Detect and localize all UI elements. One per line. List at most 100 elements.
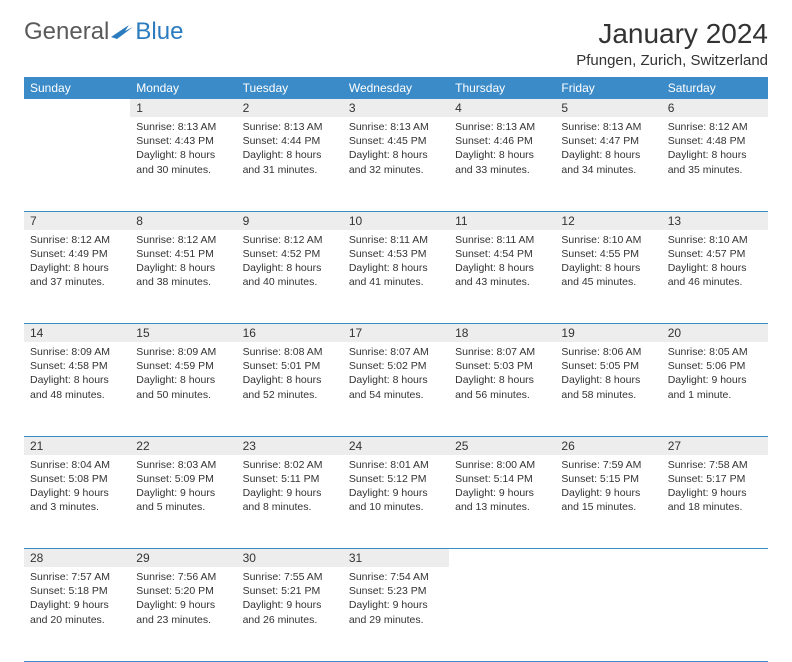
day-number-cell: 15 bbox=[130, 324, 236, 343]
day-number-cell: 12 bbox=[555, 211, 661, 230]
day-number-cell: 3 bbox=[343, 99, 449, 117]
logo-text-blue: Blue bbox=[135, 18, 183, 46]
day-content-cell: Sunrise: 8:13 AMSunset: 4:43 PMDaylight:… bbox=[130, 117, 236, 211]
day-content: Sunrise: 8:10 AMSunset: 4:57 PMDaylight:… bbox=[662, 230, 768, 296]
day-content-cell: Sunrise: 7:54 AMSunset: 5:23 PMDaylight:… bbox=[343, 567, 449, 661]
day-content-cell: Sunrise: 8:13 AMSunset: 4:47 PMDaylight:… bbox=[555, 117, 661, 211]
day-content-cell: Sunrise: 8:04 AMSunset: 5:08 PMDaylight:… bbox=[24, 455, 130, 549]
day-number: 9 bbox=[237, 212, 343, 230]
day-number-row: 78910111213 bbox=[24, 211, 768, 230]
weekday-header: Thursday bbox=[449, 77, 555, 99]
day-content: Sunrise: 8:04 AMSunset: 5:08 PMDaylight:… bbox=[24, 455, 130, 521]
day-number: 28 bbox=[24, 549, 130, 567]
day-number-cell bbox=[449, 549, 555, 568]
day-content-cell: Sunrise: 8:13 AMSunset: 4:45 PMDaylight:… bbox=[343, 117, 449, 211]
day-number bbox=[24, 99, 130, 117]
weekday-header: Sunday bbox=[24, 77, 130, 99]
day-content: Sunrise: 8:11 AMSunset: 4:53 PMDaylight:… bbox=[343, 230, 449, 296]
month-title: January 2024 bbox=[576, 18, 768, 50]
day-number-cell: 21 bbox=[24, 436, 130, 455]
day-number: 30 bbox=[237, 549, 343, 567]
day-content-cell: Sunrise: 8:12 AMSunset: 4:48 PMDaylight:… bbox=[662, 117, 768, 211]
day-number: 29 bbox=[130, 549, 236, 567]
day-content: Sunrise: 8:13 AMSunset: 4:43 PMDaylight:… bbox=[130, 117, 236, 183]
day-content-cell: Sunrise: 7:55 AMSunset: 5:21 PMDaylight:… bbox=[237, 567, 343, 661]
day-number-cell: 23 bbox=[237, 436, 343, 455]
day-content: Sunrise: 8:13 AMSunset: 4:45 PMDaylight:… bbox=[343, 117, 449, 183]
day-content-cell: Sunrise: 8:12 AMSunset: 4:49 PMDaylight:… bbox=[24, 230, 130, 324]
day-number: 14 bbox=[24, 324, 130, 342]
day-number-cell: 1 bbox=[130, 99, 236, 117]
day-content-row: Sunrise: 7:57 AMSunset: 5:18 PMDaylight:… bbox=[24, 567, 768, 661]
day-content-cell: Sunrise: 7:56 AMSunset: 5:20 PMDaylight:… bbox=[130, 567, 236, 661]
title-block: January 2024 Pfungen, Zurich, Switzerlan… bbox=[576, 18, 768, 69]
day-number: 11 bbox=[449, 212, 555, 230]
day-content: Sunrise: 7:56 AMSunset: 5:20 PMDaylight:… bbox=[130, 567, 236, 633]
logo: General Blue bbox=[24, 18, 183, 46]
day-content: Sunrise: 8:12 AMSunset: 4:48 PMDaylight:… bbox=[662, 117, 768, 183]
day-content: Sunrise: 8:06 AMSunset: 5:05 PMDaylight:… bbox=[555, 342, 661, 408]
day-number-row: 123456 bbox=[24, 99, 768, 117]
day-number: 25 bbox=[449, 437, 555, 455]
day-number-cell: 28 bbox=[24, 549, 130, 568]
day-number-cell: 29 bbox=[130, 549, 236, 568]
day-number: 8 bbox=[130, 212, 236, 230]
day-content-cell: Sunrise: 8:05 AMSunset: 5:06 PMDaylight:… bbox=[662, 342, 768, 436]
day-number-cell: 5 bbox=[555, 99, 661, 117]
day-content: Sunrise: 8:10 AMSunset: 4:55 PMDaylight:… bbox=[555, 230, 661, 296]
day-number-row: 14151617181920 bbox=[24, 324, 768, 343]
day-number-cell: 17 bbox=[343, 324, 449, 343]
day-number: 31 bbox=[343, 549, 449, 567]
day-content: Sunrise: 8:13 AMSunset: 4:44 PMDaylight:… bbox=[237, 117, 343, 183]
day-number: 15 bbox=[130, 324, 236, 342]
day-content: Sunrise: 8:01 AMSunset: 5:12 PMDaylight:… bbox=[343, 455, 449, 521]
day-content: Sunrise: 8:07 AMSunset: 5:03 PMDaylight:… bbox=[449, 342, 555, 408]
day-content-cell bbox=[24, 117, 130, 211]
day-content-cell: Sunrise: 8:13 AMSunset: 4:44 PMDaylight:… bbox=[237, 117, 343, 211]
day-content: Sunrise: 7:58 AMSunset: 5:17 PMDaylight:… bbox=[662, 455, 768, 521]
day-content-cell: Sunrise: 8:09 AMSunset: 4:58 PMDaylight:… bbox=[24, 342, 130, 436]
day-content-cell: Sunrise: 8:02 AMSunset: 5:11 PMDaylight:… bbox=[237, 455, 343, 549]
day-number: 3 bbox=[343, 99, 449, 117]
day-number-cell: 20 bbox=[662, 324, 768, 343]
day-content: Sunrise: 8:12 AMSunset: 4:52 PMDaylight:… bbox=[237, 230, 343, 296]
day-number: 26 bbox=[555, 437, 661, 455]
day-number: 27 bbox=[662, 437, 768, 455]
day-content-row: Sunrise: 8:09 AMSunset: 4:58 PMDaylight:… bbox=[24, 342, 768, 436]
day-number: 17 bbox=[343, 324, 449, 342]
day-number bbox=[555, 549, 661, 567]
day-number bbox=[662, 549, 768, 567]
day-content: Sunrise: 7:57 AMSunset: 5:18 PMDaylight:… bbox=[24, 567, 130, 633]
day-content-cell bbox=[662, 567, 768, 661]
day-number: 4 bbox=[449, 99, 555, 117]
day-content-cell: Sunrise: 8:13 AMSunset: 4:46 PMDaylight:… bbox=[449, 117, 555, 211]
day-content: Sunrise: 8:11 AMSunset: 4:54 PMDaylight:… bbox=[449, 230, 555, 296]
weekday-header: Friday bbox=[555, 77, 661, 99]
day-number: 5 bbox=[555, 99, 661, 117]
day-content-cell: Sunrise: 8:01 AMSunset: 5:12 PMDaylight:… bbox=[343, 455, 449, 549]
day-number: 7 bbox=[24, 212, 130, 230]
day-number-cell: 31 bbox=[343, 549, 449, 568]
day-number: 6 bbox=[662, 99, 768, 117]
day-number-cell: 30 bbox=[237, 549, 343, 568]
day-content: Sunrise: 8:13 AMSunset: 4:46 PMDaylight:… bbox=[449, 117, 555, 183]
day-number-cell: 14 bbox=[24, 324, 130, 343]
day-content-cell: Sunrise: 8:09 AMSunset: 4:59 PMDaylight:… bbox=[130, 342, 236, 436]
day-content-cell: Sunrise: 7:57 AMSunset: 5:18 PMDaylight:… bbox=[24, 567, 130, 661]
day-content: Sunrise: 8:12 AMSunset: 4:49 PMDaylight:… bbox=[24, 230, 130, 296]
day-number: 22 bbox=[130, 437, 236, 455]
day-content-cell: Sunrise: 8:06 AMSunset: 5:05 PMDaylight:… bbox=[555, 342, 661, 436]
location: Pfungen, Zurich, Switzerland bbox=[576, 52, 768, 69]
day-number-cell bbox=[662, 549, 768, 568]
day-number-cell: 25 bbox=[449, 436, 555, 455]
calendar-table: SundayMondayTuesdayWednesdayThursdayFrid… bbox=[24, 77, 768, 662]
day-number-cell: 16 bbox=[237, 324, 343, 343]
weekday-header-row: SundayMondayTuesdayWednesdayThursdayFrid… bbox=[24, 77, 768, 99]
day-number-row: 28293031 bbox=[24, 549, 768, 568]
day-content-cell: Sunrise: 8:10 AMSunset: 4:55 PMDaylight:… bbox=[555, 230, 661, 324]
day-number-row: 21222324252627 bbox=[24, 436, 768, 455]
day-number: 10 bbox=[343, 212, 449, 230]
day-content-cell bbox=[555, 567, 661, 661]
day-number-cell bbox=[24, 99, 130, 117]
day-number-cell: 4 bbox=[449, 99, 555, 117]
